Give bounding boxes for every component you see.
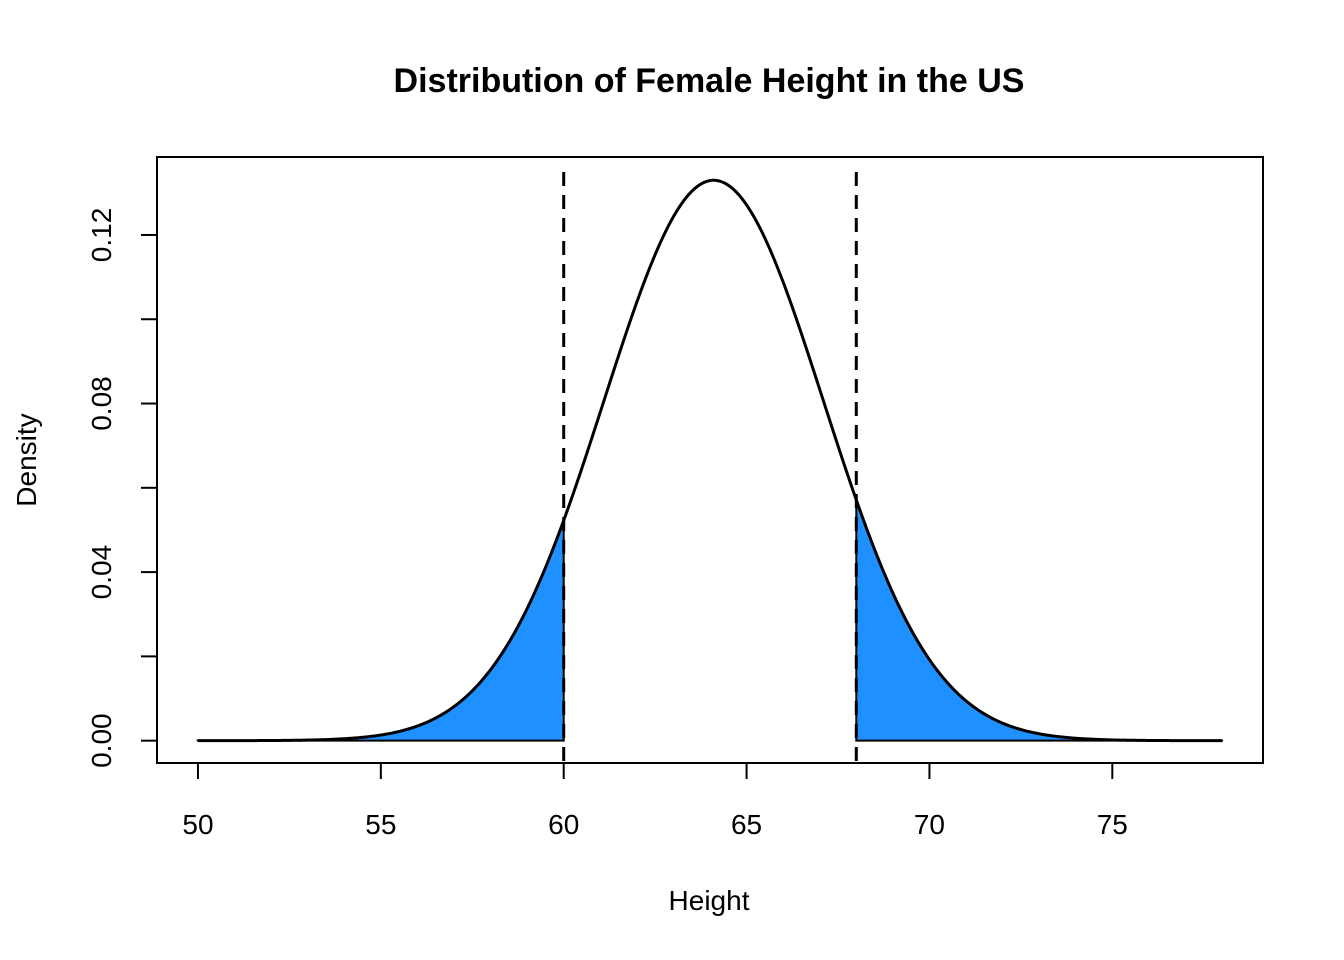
y-axis-label: Density [11, 413, 42, 506]
y-tick-label: 0.08 [86, 376, 117, 431]
x-axis-label: Height [669, 885, 750, 916]
shaded-region-lower [196, 520, 565, 742]
shaded-regions [196, 499, 1224, 742]
y-axis: 0.00 0.04 0.08 0.12 [86, 208, 158, 768]
x-tick-label: 60 [548, 809, 579, 840]
y-tick-label: 0.04 [86, 545, 117, 600]
density-curve [197, 178, 1223, 743]
y-tick-label: 0.12 [86, 208, 117, 263]
x-tick-label: 50 [182, 809, 213, 840]
reference-lines [562, 172, 858, 763]
y-tick-label: 0.00 [86, 713, 117, 768]
x-tick-label: 75 [1097, 809, 1128, 840]
x-tick-label: 65 [731, 809, 762, 840]
chart-title: Distribution of Female Height in the US [394, 62, 1025, 100]
x-tick-label: 70 [914, 809, 945, 840]
x-axis: 50 55 60 65 70 75 [182, 762, 1128, 840]
x-tick-label: 55 [365, 809, 396, 840]
shaded-region-upper [855, 499, 1224, 742]
plot-frame [156, 156, 1264, 764]
